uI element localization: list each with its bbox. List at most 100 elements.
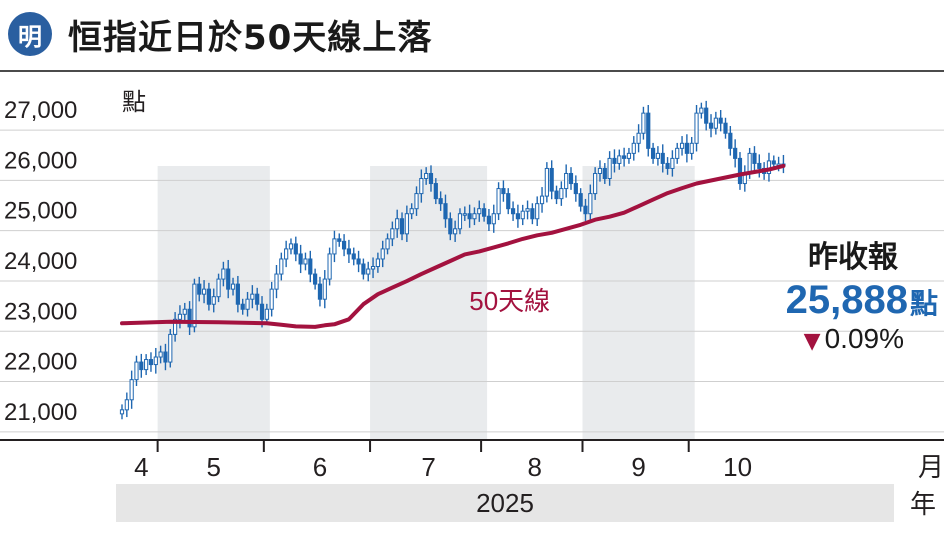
- candle-body: [351, 253, 356, 260]
- candle-body: [361, 263, 366, 275]
- x-tick-label: 7: [421, 452, 435, 482]
- candle-body: [346, 248, 352, 255]
- candle-body: [259, 303, 265, 320]
- candle-body: [264, 308, 269, 320]
- y-tick-label: 26,000: [4, 147, 77, 174]
- candle-body: [313, 273, 318, 285]
- candle-body: [467, 213, 472, 220]
- candle-body: [375, 258, 380, 268]
- candle-body: [139, 361, 144, 371]
- candle-body: [337, 238, 342, 242]
- candle-body: [414, 193, 419, 210]
- candle-body: [728, 132, 733, 149]
- candle-body: [684, 142, 689, 154]
- change-row: ▼ 0.09%: [786, 323, 904, 355]
- candle-body: [317, 283, 323, 300]
- year-bar: 2025: [116, 484, 894, 522]
- candle-body: [390, 228, 395, 240]
- y-axis-unit: 點: [122, 88, 146, 116]
- candle-body: [568, 172, 574, 185]
- candle-body: [733, 147, 738, 159]
- candle-body: [597, 167, 603, 174]
- candle-body: [723, 122, 728, 134]
- candle-body: [163, 351, 168, 363]
- candle-body: [245, 298, 250, 310]
- candle-body: [424, 172, 429, 180]
- candle-body: [332, 238, 337, 255]
- candle-body: [530, 208, 535, 220]
- candle-body: [559, 188, 564, 200]
- x-tick-label: 9: [631, 452, 645, 482]
- candle-body: [235, 283, 240, 305]
- candle-body: [486, 215, 492, 225]
- candle-body: [699, 107, 704, 114]
- y-tick-label: 23,000: [4, 298, 77, 325]
- month-band-7: [370, 166, 488, 440]
- candle-body: [303, 258, 308, 265]
- candle-body: [211, 296, 216, 305]
- candle-body: [274, 273, 279, 290]
- candle-body: [737, 157, 743, 185]
- ma50-label: 50天線: [469, 286, 550, 316]
- candle-body: [201, 288, 207, 295]
- candle-body: [433, 183, 438, 200]
- candle-body: [675, 147, 680, 159]
- candle-body: [158, 351, 163, 358]
- x-tick-label: 8: [528, 452, 542, 482]
- candle-body: [279, 258, 284, 275]
- down-triangle-icon: ▼: [803, 329, 821, 354]
- candle-body: [173, 318, 178, 335]
- change-percent: 0.09%: [824, 323, 904, 354]
- candle-body: [453, 228, 458, 235]
- candle-body: [221, 268, 226, 280]
- candle-body: [631, 142, 636, 154]
- candle-body: [583, 205, 588, 215]
- candle-body: [539, 195, 545, 205]
- candle-body: [187, 308, 192, 328]
- x-tick-labels: 4 5 6 7 8 9 10: [134, 452, 752, 482]
- candle-body: [650, 147, 656, 159]
- close-summary: 昨收報 25,888點 ▼ 0.09%: [786, 232, 938, 355]
- candle-body: [564, 172, 569, 190]
- y-tick-label: 25,000: [4, 198, 77, 225]
- chart-title: 恒指近日於50天線上落: [68, 18, 433, 58]
- close-value-row: 25,888點: [786, 278, 938, 323]
- y-tick-label: 24,000: [4, 248, 77, 275]
- candle-body: [284, 248, 289, 260]
- candle-body: [177, 313, 183, 320]
- candle-body: [520, 210, 525, 220]
- candle-body: [501, 188, 506, 195]
- candle-body: [752, 152, 757, 164]
- candle-body: [472, 213, 477, 220]
- candle-body: [506, 193, 511, 210]
- candle-body: [757, 162, 762, 169]
- candle-body: [515, 213, 520, 220]
- candle-body: [660, 152, 665, 164]
- candle-body: [216, 278, 221, 298]
- candle-body: [322, 278, 327, 300]
- candle-body: [602, 167, 607, 180]
- candle-body: [689, 142, 694, 154]
- candle-body: [308, 258, 313, 275]
- candle-body: [670, 157, 675, 169]
- candle-body: [119, 409, 125, 415]
- candle-body: [573, 183, 578, 195]
- candle-body: [250, 293, 255, 300]
- candle-body: [704, 107, 709, 124]
- close-value: 25,888: [785, 278, 908, 322]
- close-value-unit: 點: [909, 287, 938, 320]
- candle-body: [230, 283, 236, 290]
- candle-body: [226, 268, 231, 290]
- candle-body: [293, 243, 298, 255]
- y-tick-labels: 21,000 22,000 23,000 24,000 25,000 26,000 27,0…: [4, 97, 77, 426]
- candle-body: [124, 399, 129, 411]
- candle-body: [206, 288, 212, 305]
- candle-body: [617, 155, 622, 164]
- candle-body: [148, 359, 154, 366]
- candle-body: [646, 112, 651, 149]
- candle-body: [482, 208, 487, 217]
- candle-body: [593, 172, 598, 195]
- candle-body: [713, 117, 718, 129]
- x-tick-label: 10: [723, 452, 752, 482]
